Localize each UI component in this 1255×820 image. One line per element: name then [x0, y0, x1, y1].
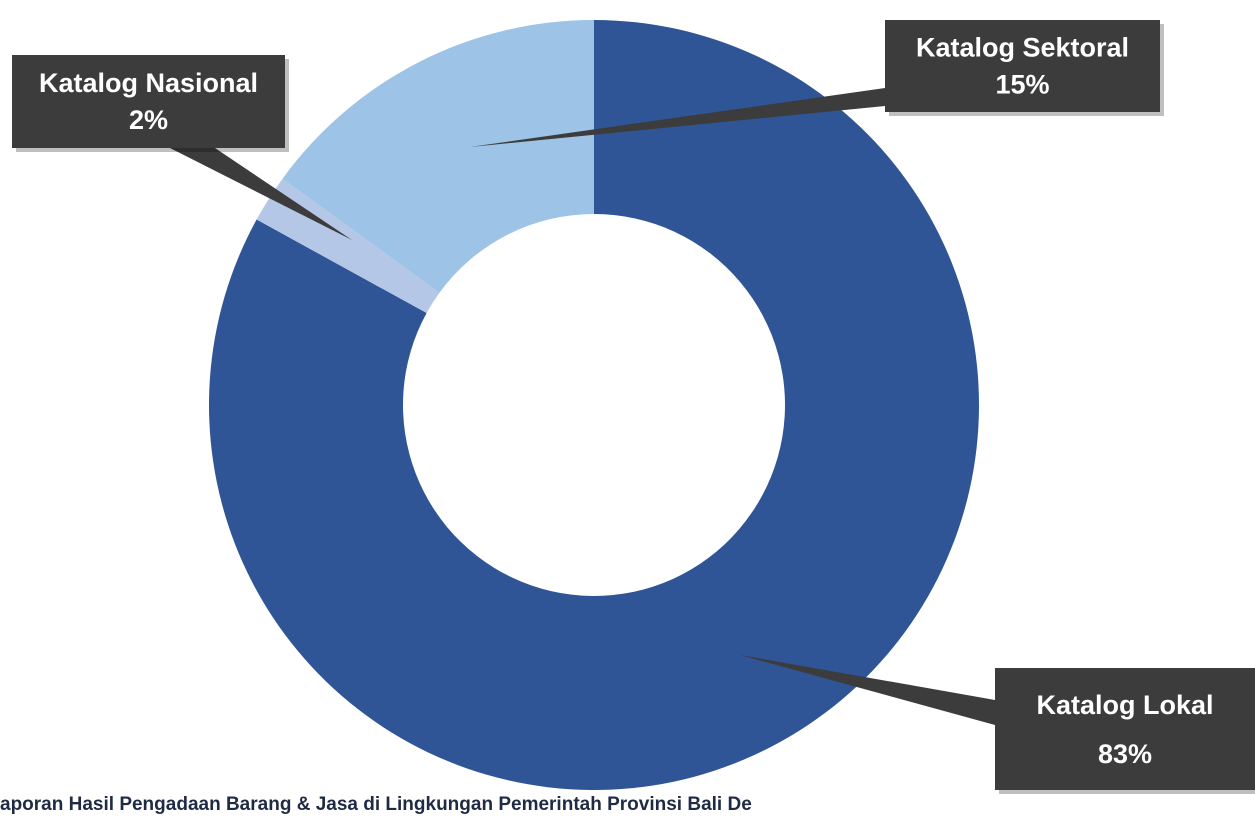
- label-value: 83%: [1098, 739, 1152, 769]
- caption: aporan Hasil Pengadaan Barang & Jasa di …: [0, 794, 752, 815]
- label-category: Katalog Sektoral: [916, 33, 1129, 63]
- label-category: Katalog Nasional: [39, 68, 258, 98]
- donut-slice: [282, 20, 594, 293]
- label-value: 15%: [995, 69, 1049, 99]
- callout-pointer: [470, 88, 885, 147]
- label-box: [12, 55, 285, 148]
- label-category: Katalog Lokal: [1036, 690, 1213, 720]
- label-box: [995, 668, 1255, 790]
- callout-pointer: [740, 655, 995, 725]
- callout-pointer: [170, 148, 352, 240]
- donut-slice: [208, 20, 980, 790]
- label-box: [885, 20, 1160, 112]
- label-value: 2%: [129, 105, 168, 135]
